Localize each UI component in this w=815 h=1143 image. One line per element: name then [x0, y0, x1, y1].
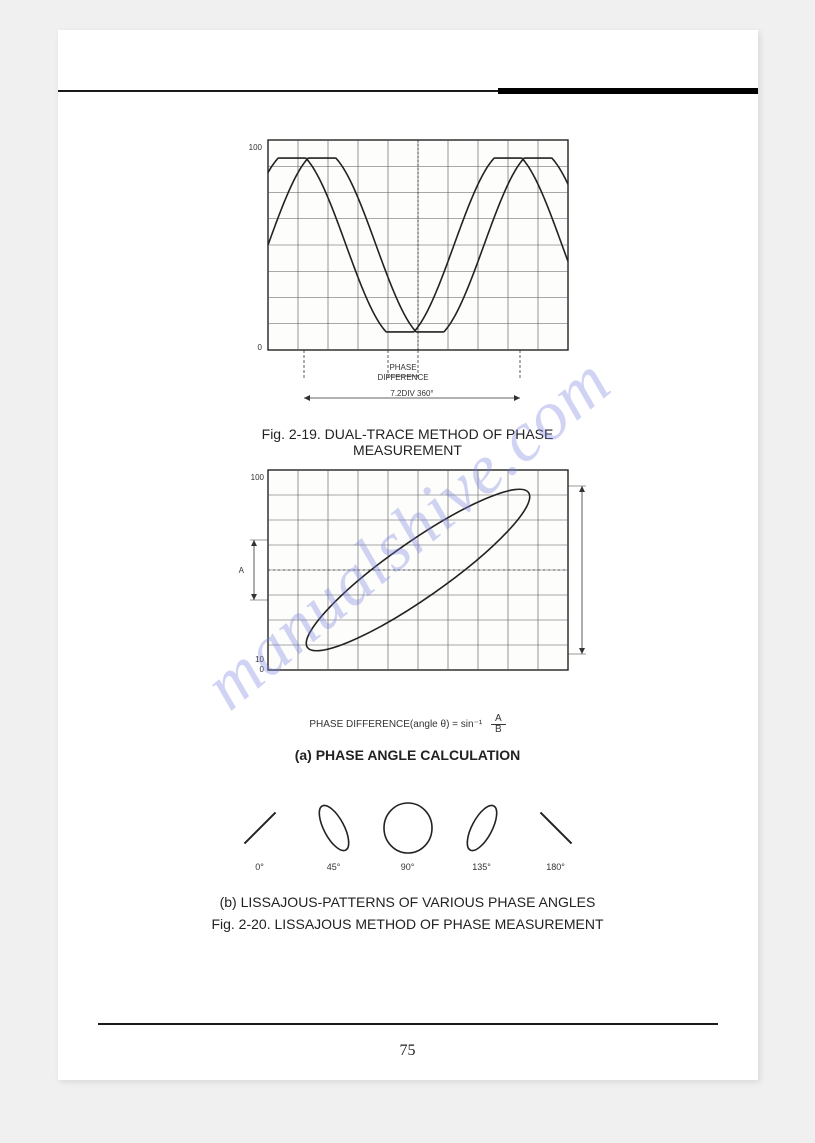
pattern-degree-label: 90° [380, 862, 436, 872]
svg-text:0: 0 [257, 343, 262, 352]
lissajous-ellipse-chart: AB100100 [228, 460, 588, 710]
lissajous-pattern: 90° [380, 800, 436, 872]
pattern-degree-label: 135° [454, 862, 510, 872]
fig-2-20a-caption: (a) PHASE ANGLE CALCULATION [218, 747, 598, 763]
lissajous-patterns-row: 0° 45° 90° 135° 180° [168, 800, 648, 872]
svg-text:100: 100 [248, 143, 262, 152]
dual-trace-chart: PHASEDIFFERENCE 7.2DIV 360° 100 0 [238, 130, 578, 420]
pattern-degree-label: 0° [232, 862, 288, 872]
lissajous-pattern: 180° [528, 800, 584, 872]
svg-text:0: 0 [259, 665, 264, 674]
pattern-degree-label: 45° [306, 862, 362, 872]
pattern-degree-label: 180° [528, 862, 584, 872]
svg-text:7.2DIV 360°: 7.2DIV 360° [390, 389, 433, 398]
figure-2-20a: A B 100 100 PHASE DIFFERENCE(angle θ) = sin… [218, 460, 598, 769]
formula-B: B [491, 725, 506, 735]
bottom-rule [98, 1023, 718, 1025]
lissajous-pattern: 45° [306, 800, 362, 872]
phase-formula: PHASE DIFFERENCE(angle θ) = sin⁻¹ A B [218, 714, 598, 735]
lissajous-pattern: 135° [454, 800, 510, 872]
lissajous-pattern: 0° [232, 800, 288, 872]
fig-2-20-caption: Fig. 2-20. LISSAJOUS METHOD OF PHASE MEA… [168, 916, 648, 932]
svg-text:A: A [238, 566, 244, 575]
page: PHASEDIFFERENCE7.2DIV 360°1000 Fig. 2-19… [58, 30, 758, 1080]
top-rule-thick [498, 88, 758, 94]
figure-2-20b: 0° 45° 90° 135° 180° (b) LISSAJOUS-PATTERNS … [168, 800, 648, 938]
page-number: 75 [58, 1042, 758, 1060]
svg-text:PHASE: PHASE [389, 363, 416, 372]
fig-2-20b-caption: (b) LISSAJOUS-PATTERNS OF VARIOUS PHASE … [168, 894, 648, 910]
figure-2-19: PHASEDIFFERENCE 7.2DIV 360° 100 0 Fig. 2-19… [228, 130, 588, 464]
svg-text:100: 100 [250, 473, 264, 482]
fig-2-19-caption: Fig. 2-19. DUAL-TRACE METHOD OF PHASE ME… [228, 426, 588, 458]
svg-text:10: 10 [255, 655, 264, 664]
formula-text: PHASE DIFFERENCE(angle θ) = sin⁻¹ [309, 719, 482, 730]
svg-text:DIFFERENCE: DIFFERENCE [377, 373, 428, 382]
